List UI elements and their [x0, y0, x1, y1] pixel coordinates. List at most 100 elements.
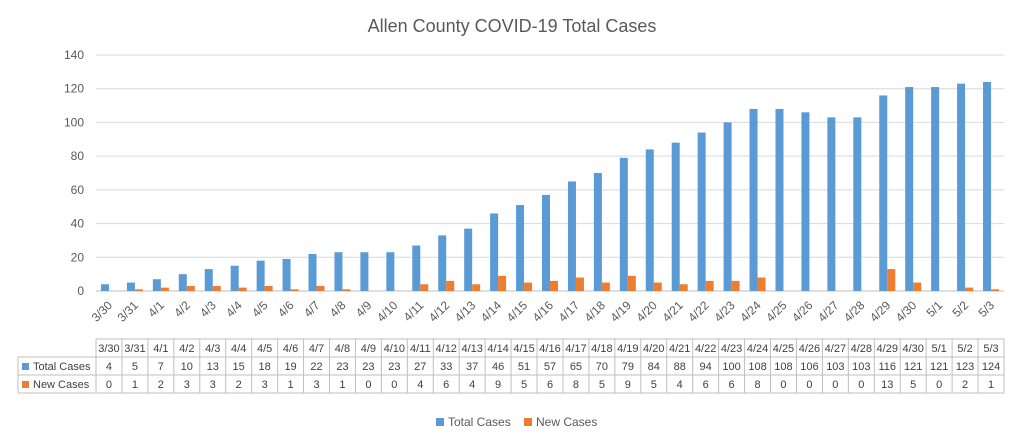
bar-total-cases	[645, 149, 654, 291]
table-header-cell: 4/26	[799, 343, 820, 355]
bar-new-cases	[134, 289, 143, 291]
bar-total-cases	[879, 95, 888, 291]
bar-new-cases	[472, 284, 481, 291]
table-value-cell: 13	[881, 379, 893, 391]
bar-new-cases	[420, 284, 429, 291]
table-value-cell: 1	[988, 379, 994, 391]
x-tick-label: 4/8	[327, 298, 349, 320]
bar-total-cases	[256, 260, 265, 291]
legend: Total Cases New Cases	[436, 415, 597, 429]
x-tick-label: 4/1	[145, 298, 167, 320]
table-series-label: New Cases	[33, 379, 90, 391]
table-header-cell: 4/20	[643, 343, 664, 355]
bars	[100, 81, 1000, 292]
bar-total-cases	[905, 87, 914, 292]
bar-total-cases	[360, 252, 369, 291]
bar-total-cases	[386, 252, 395, 291]
table-value-cell: 5	[599, 379, 605, 391]
legend-key	[524, 418, 532, 426]
bar-new-cases	[601, 282, 610, 291]
table-value-cell: 6	[703, 379, 709, 391]
table-value-cell: 23	[388, 361, 400, 373]
x-tick-label: 4/5	[249, 298, 271, 320]
table-header-cell: 4/13	[461, 343, 482, 355]
bar-total-cases	[983, 81, 992, 291]
table-value-cell: 3	[313, 379, 319, 391]
table-value-cell: 13	[207, 361, 219, 373]
bar-total-cases	[152, 279, 161, 291]
table-header-cell: 4/23	[721, 343, 742, 355]
bar-new-cases	[238, 287, 247, 291]
table-value-cell: 4	[677, 379, 683, 391]
x-tick-label: 4/30	[893, 298, 920, 325]
x-tick-label: 4/2	[171, 298, 193, 320]
bar-total-cases	[801, 112, 810, 291]
table-header-cell: 4/9	[361, 343, 376, 355]
table-value-cell: 0	[780, 379, 786, 391]
bar-new-cases	[731, 280, 740, 291]
table-header-cell: 4/7	[309, 343, 324, 355]
x-axis-labels: 3/30 3/31 4/1 4/2 4/3 4/4 4/5 4/6 4/7 4/8 4/9 4/10 4…	[89, 298, 998, 325]
bar-total-cases	[308, 253, 317, 291]
table-value-cell: 3	[184, 379, 190, 391]
bar-new-cases	[212, 285, 221, 291]
table-value-cell: 1	[132, 379, 138, 391]
bar-new-cases	[446, 280, 455, 291]
table-value-cell: 108	[748, 361, 766, 373]
table-value-cell: 121	[930, 361, 948, 373]
table-value-cell: 123	[956, 361, 974, 373]
bar-total-cases	[516, 205, 525, 291]
table-series-key	[22, 363, 29, 370]
table-header-cell: 4/18	[591, 343, 612, 355]
x-tick-label: 4/24	[737, 298, 764, 325]
x-tick-label: 4/6	[275, 298, 297, 320]
bar-total-cases	[853, 117, 862, 291]
table-value-cell: 103	[826, 361, 844, 373]
bar-total-cases	[567, 181, 576, 291]
y-tick-label: 100	[64, 115, 84, 129]
table-header-cell: 4/27	[825, 343, 846, 355]
table-value-cell: 27	[414, 361, 426, 373]
bar-new-cases	[965, 287, 974, 291]
y-tick-label: 80	[71, 149, 85, 163]
table-value-cell: 8	[573, 379, 579, 391]
table-value-cell: 124	[982, 361, 1000, 373]
chart-title: Allen County COVID-19 Total Cases	[368, 16, 657, 36]
bar-new-cases	[264, 285, 273, 291]
x-tick-label: 4/26	[789, 298, 816, 325]
bar-total-cases	[542, 194, 550, 291]
table-value-cell: 2	[158, 379, 164, 391]
bar-new-cases	[679, 284, 688, 291]
table-series-label: Total Cases	[33, 361, 91, 373]
y-tick-label: 0	[77, 284, 84, 298]
table-value-cell: 15	[233, 361, 245, 373]
table-value-cell: 9	[495, 379, 501, 391]
bar-new-cases	[524, 282, 533, 291]
bar-new-cases	[887, 269, 896, 291]
table-value-cell: 33	[440, 361, 452, 373]
bar-total-cases	[334, 252, 343, 291]
table-header-cell: 5/2	[957, 343, 972, 355]
x-tick-label: 4/12	[426, 298, 453, 325]
table-value-cell: 18	[259, 361, 271, 373]
table-value-cell: 0	[365, 379, 371, 391]
bar-new-cases	[186, 285, 195, 291]
table-value-cell: 108	[774, 361, 792, 373]
table-header-cell: 4/12	[436, 343, 457, 355]
bar-total-cases	[464, 228, 473, 291]
x-tick-label: 4/28	[841, 298, 868, 325]
table-value-cell: 0	[936, 379, 942, 391]
table-header-cell: 4/10	[384, 343, 405, 355]
table-value-cell: 0	[106, 379, 112, 391]
x-tick-label: 4/7	[301, 298, 323, 320]
table-header-cell: 4/3	[205, 343, 220, 355]
y-tick-label: 140	[64, 48, 84, 62]
table-value-cell: 2	[236, 379, 242, 391]
table-header-cell: 4/8	[335, 343, 350, 355]
bar-total-cases	[282, 258, 291, 291]
table-value-cell: 57	[544, 361, 556, 373]
bar-new-cases	[342, 289, 351, 291]
x-tick-label: 4/14	[478, 298, 505, 325]
table-value-cell: 10	[181, 361, 193, 373]
bar-total-cases	[931, 87, 940, 292]
